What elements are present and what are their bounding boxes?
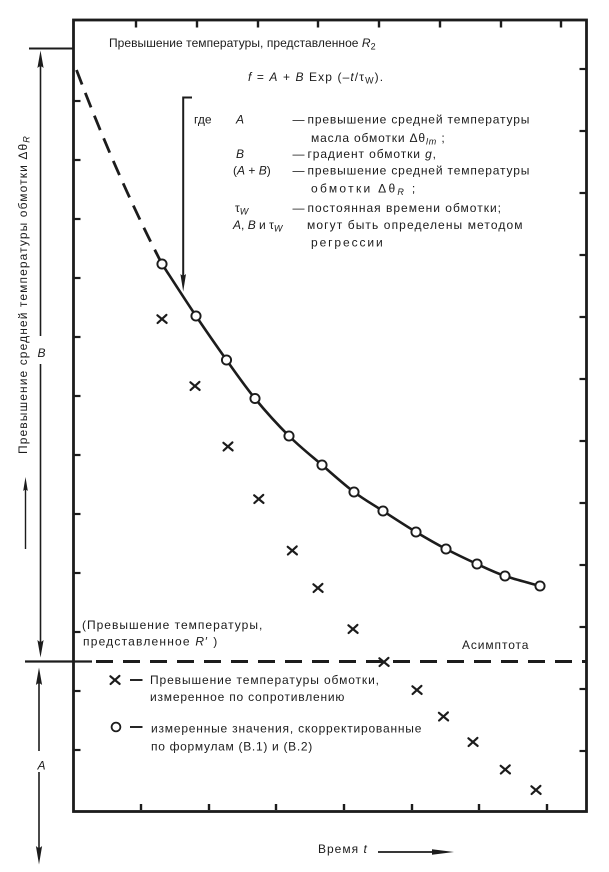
svg-text:—: —	[293, 201, 305, 215]
svg-text:постоянная времени обмотки;: постоянная времени обмотки;	[308, 201, 503, 215]
svg-text:масла обмотки Δθlm ;: масла обмотки Δθlm ;	[311, 131, 446, 147]
svg-text:по формулам (В.1) и (В.2): по формулам (В.1) и (В.2)	[151, 740, 313, 754]
svg-text:B: B	[38, 346, 46, 360]
svg-text:—: —	[293, 113, 305, 127]
svg-text:измеренные значения, скорректи: измеренные значения, скорректированные	[151, 722, 422, 736]
svg-text:представленное R′ ): представленное R′ )	[83, 635, 218, 649]
svg-text:(Превышение температуры,: (Превышение температуры,	[82, 618, 263, 632]
svg-text:f = A + B Exp (–t/τW).: f = A + B Exp (–t/τW).	[248, 70, 384, 86]
svg-text:A: A	[37, 759, 46, 773]
svg-text:измеренное по сопротивлению: измеренное по сопротивлению	[150, 690, 345, 704]
svg-text:Превышение температуры, предст: Превышение температуры, представленное R…	[109, 36, 376, 52]
svg-text:обмотки ΔθR ;: обмотки ΔθR ;	[311, 182, 418, 198]
svg-text:Асимптота: Асимптота	[462, 638, 529, 652]
svg-text:(A + B): (A + B)	[233, 164, 271, 178]
svg-text:градиент обмотки g,: градиент обмотки g,	[308, 147, 437, 161]
svg-text:превышение средней температуры: превышение средней температуры	[308, 164, 531, 178]
svg-text:превышение средней температуры: превышение средней температуры	[308, 113, 531, 127]
svg-text:—: —	[293, 164, 305, 178]
svg-text:Превышение температуры обмотки: Превышение температуры обмотки,	[150, 673, 380, 687]
svg-text:могут быть определены методом: могут быть определены методом	[307, 218, 524, 232]
svg-text:A, B и τW: A, B и τW	[232, 218, 284, 234]
svg-text:регрессии: регрессии	[311, 236, 385, 250]
svg-text:A: A	[235, 113, 244, 127]
svg-text:где: где	[194, 113, 212, 127]
svg-text:Превышение средней температуры: Превышение средней температуры обмотки Δ…	[16, 135, 32, 454]
svg-text:Время t: Время t	[318, 842, 368, 856]
svg-text:—: —	[293, 147, 305, 161]
svg-text:B: B	[236, 147, 244, 161]
